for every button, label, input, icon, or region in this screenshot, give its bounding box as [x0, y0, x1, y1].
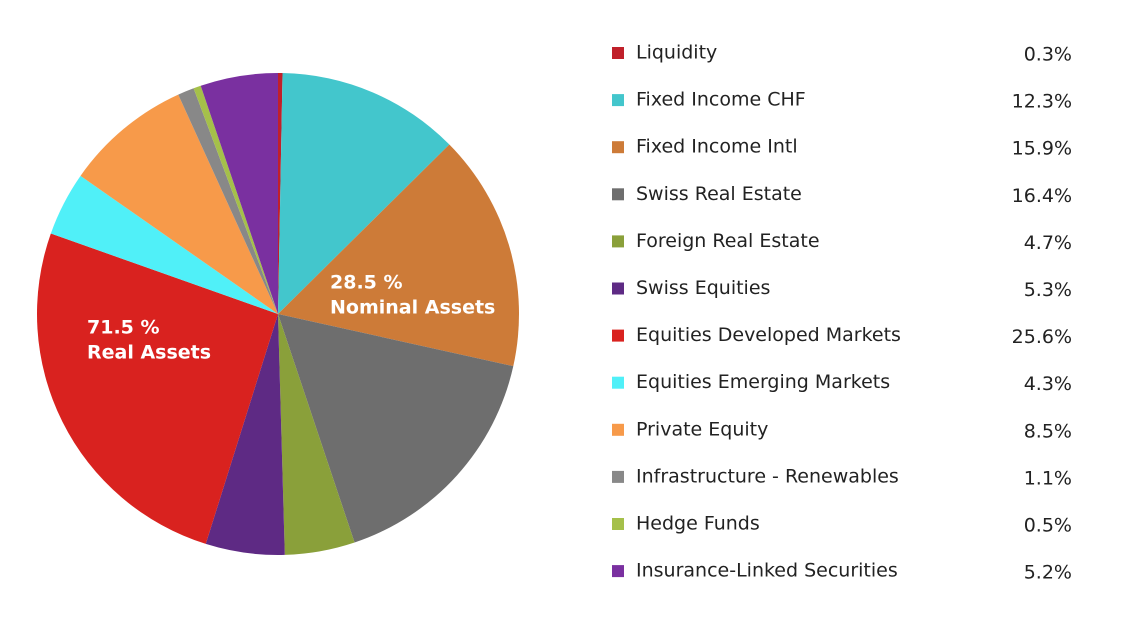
value-label: 16.4%: [1012, 185, 1072, 207]
legend-swatch: [612, 329, 624, 342]
legend-label: Insurance-Linked Securities: [636, 560, 898, 582]
legend-swatch: [612, 188, 624, 201]
slice-annotation: Real Assets: [87, 342, 211, 364]
pie-slice: [278, 144, 520, 367]
value-label: 4.3%: [1024, 373, 1072, 395]
pie-slice: [278, 314, 514, 543]
value-label: 12.3%: [1012, 91, 1072, 113]
pie-slice: [200, 73, 278, 314]
legend-label: Equities Emerging Markets: [636, 371, 890, 393]
pie-slice: [178, 88, 278, 315]
value-label: 5.2%: [1024, 562, 1072, 584]
legend-label: Fixed Income Intl: [636, 136, 798, 158]
pie-slice: [80, 94, 278, 314]
legend-swatch: [612, 47, 624, 59]
value-label: 5.3%: [1024, 279, 1072, 301]
pie-slice: [278, 73, 283, 314]
slice-annotation: 71.5 %: [87, 317, 160, 339]
value-label: 4.7%: [1024, 232, 1072, 254]
value-label: 8.5%: [1024, 420, 1072, 442]
legend-label: Fixed Income CHF: [636, 89, 806, 111]
legend-swatch: [612, 565, 624, 578]
legend-swatch: [612, 282, 624, 295]
legend-label: Hedge Funds: [636, 513, 760, 535]
legend-label: Swiss Equities: [636, 277, 770, 299]
legend-swatch: [612, 141, 624, 154]
legend-swatch: [612, 423, 624, 436]
value-label: 25.6%: [1012, 326, 1072, 348]
legend-swatch: [612, 518, 624, 530]
legend-swatch: [612, 235, 624, 248]
pie-slice: [278, 314, 355, 555]
value-label: 0.3%: [1024, 44, 1072, 66]
value-label: 0.5%: [1024, 515, 1072, 537]
legend-label: Foreign Real Estate: [636, 230, 820, 252]
legend-swatch: [612, 94, 624, 107]
legend-label: Equities Developed Markets: [636, 324, 901, 346]
pie-slice: [36, 233, 279, 544]
pie-slice: [205, 314, 285, 555]
legend-label: Infrastructure - Renewables: [636, 465, 899, 487]
slice-annotation: 28.5 %: [330, 272, 403, 294]
pie-slice: [278, 73, 450, 314]
pie-slice: [50, 175, 278, 314]
legend-label: Private Equity: [636, 418, 768, 440]
legend-label: Swiss Real Estate: [636, 183, 802, 205]
slice-annotation: Nominal Assets: [330, 297, 495, 319]
value-label: 1.1%: [1024, 467, 1072, 489]
legend-label: Liquidity: [636, 42, 717, 64]
pie-slice: [193, 85, 278, 314]
legend-swatch: [612, 376, 624, 389]
legend-swatch: [612, 470, 624, 483]
value-label: 15.9%: [1012, 138, 1072, 160]
